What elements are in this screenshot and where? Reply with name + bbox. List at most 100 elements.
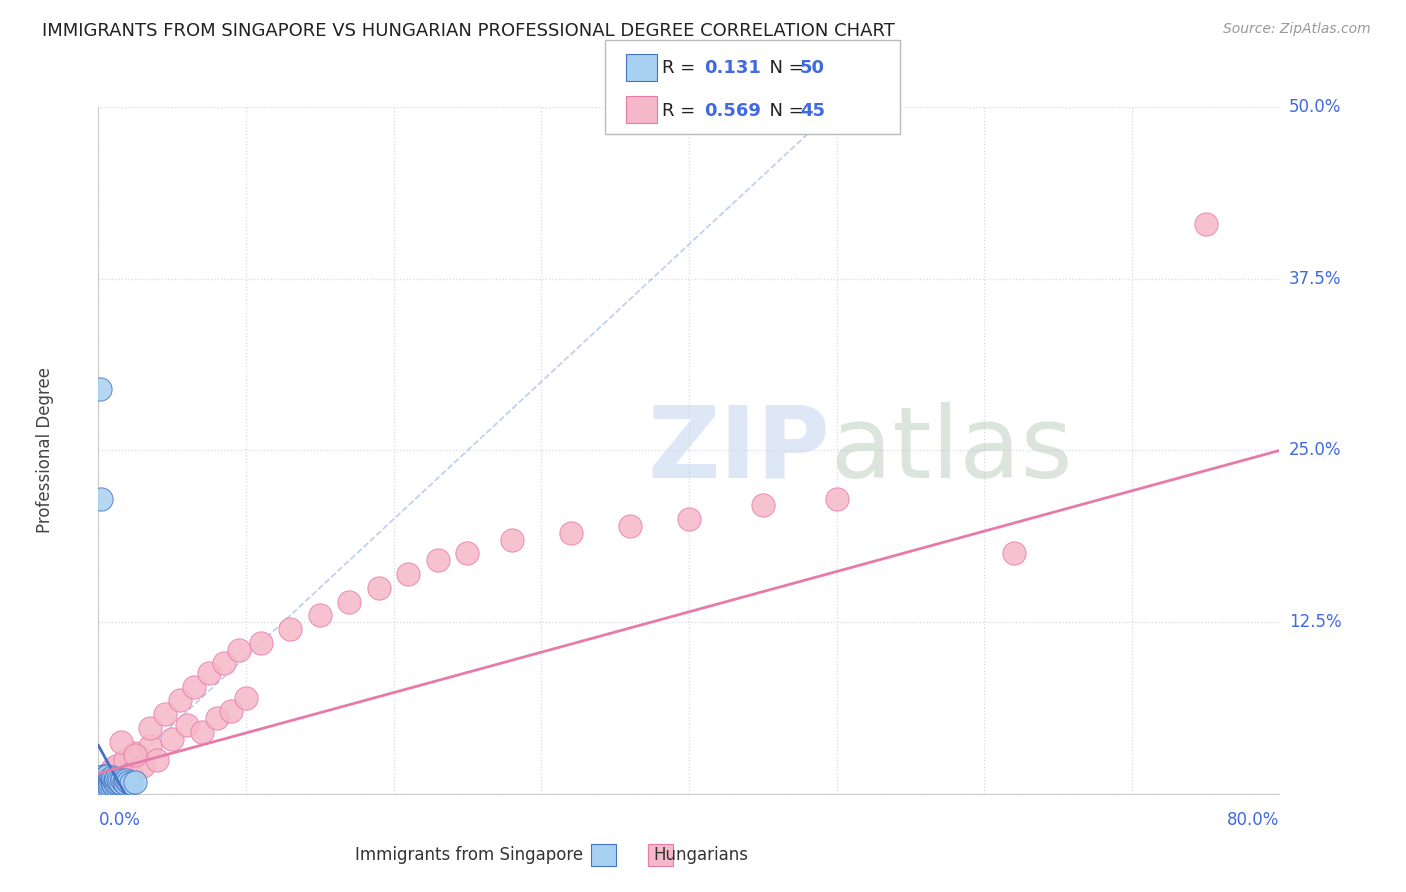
Point [90, 776, 112, 790]
Point [191, 725, 214, 739]
Point [120, 776, 142, 790]
Point [93, 769, 115, 783]
Point [93, 774, 115, 789]
Text: 37.5%: 37.5% [1289, 269, 1341, 288]
Point [678, 512, 700, 526]
Point [90, 772, 112, 786]
Point [94, 773, 117, 788]
Point [100, 776, 122, 790]
Text: 0.131: 0.131 [704, 60, 761, 78]
Point [110, 776, 132, 790]
Point [337, 594, 360, 608]
Point [91, 776, 114, 790]
Point [103, 777, 125, 791]
Text: 0.569: 0.569 [704, 102, 761, 120]
Point [90, 777, 112, 791]
Point [250, 636, 273, 650]
Text: N =: N = [758, 60, 810, 78]
Point [560, 525, 582, 540]
Point [110, 734, 132, 748]
Point [105, 759, 128, 773]
Point [153, 707, 176, 722]
Text: IMMIGRANTS FROM SINGAPORE VS HUNGARIAN PROFESSIONAL DEGREE CORRELATION CHART: IMMIGRANTS FROM SINGAPORE VS HUNGARIAN P… [42, 22, 896, 40]
Point [90, 774, 112, 789]
Point [105, 774, 128, 789]
Point [94, 779, 117, 793]
Point [114, 752, 136, 766]
Point [89, 382, 111, 396]
Point [139, 739, 162, 753]
Point [205, 711, 228, 725]
Point [98, 777, 121, 791]
Point [89, 773, 111, 788]
Point [169, 693, 191, 707]
Point [89, 776, 111, 790]
Point [100, 762, 122, 776]
Point [100, 771, 122, 785]
Point [96, 769, 118, 783]
Point [97, 766, 120, 780]
Point [112, 774, 135, 789]
Point [124, 774, 146, 789]
Point [90, 491, 112, 506]
Point [124, 746, 146, 760]
Point [501, 533, 523, 547]
Text: 12.5%: 12.5% [1289, 613, 1341, 632]
Point [89, 771, 111, 785]
Point [111, 773, 134, 788]
Text: Source: ZipAtlas.com: Source: ZipAtlas.com [1223, 22, 1371, 37]
Point [212, 657, 235, 671]
Point [1195, 217, 1218, 231]
Point [93, 772, 115, 786]
Point [91, 773, 114, 788]
Point [100, 773, 122, 788]
Point [97, 779, 120, 793]
Point [91, 773, 114, 788]
Point [105, 772, 128, 786]
Point [132, 759, 155, 773]
Point [120, 766, 142, 780]
Point [115, 773, 138, 788]
Point [825, 491, 848, 506]
Text: 80.0%: 80.0% [1227, 811, 1279, 829]
Text: 25.0%: 25.0% [1289, 442, 1341, 459]
Point [96, 774, 118, 789]
Point [98, 774, 121, 789]
Point [117, 774, 139, 789]
Text: 50: 50 [800, 60, 825, 78]
Point [396, 567, 419, 582]
Text: R =: R = [662, 102, 702, 120]
Point [107, 773, 129, 788]
Text: 45: 45 [800, 102, 825, 120]
Text: ZIP: ZIP [648, 402, 831, 499]
Point [235, 690, 257, 705]
Point [309, 608, 332, 623]
Text: N =: N = [758, 102, 810, 120]
Point [89, 780, 111, 794]
Point [146, 752, 169, 766]
Point [103, 774, 125, 789]
Text: Immigrants from Singapore: Immigrants from Singapore [356, 846, 583, 863]
Point [751, 499, 773, 513]
Point [1002, 546, 1025, 561]
Text: atlas: atlas [831, 402, 1073, 499]
Point [94, 771, 117, 785]
Point [183, 680, 205, 694]
Point [96, 777, 118, 791]
Text: R =: R = [662, 60, 702, 78]
Point [228, 642, 250, 657]
Point [198, 665, 221, 680]
Point [97, 773, 120, 788]
Point [162, 731, 183, 746]
Point [176, 718, 198, 732]
Point [619, 519, 641, 533]
Point [98, 772, 121, 786]
Point [96, 772, 118, 786]
Text: Professional Degree: Professional Degree [37, 368, 55, 533]
Point [93, 777, 115, 791]
Point [103, 772, 125, 786]
Point [456, 546, 478, 561]
Point [104, 776, 127, 790]
Point [139, 721, 162, 735]
Text: 0.0%: 0.0% [98, 811, 141, 829]
